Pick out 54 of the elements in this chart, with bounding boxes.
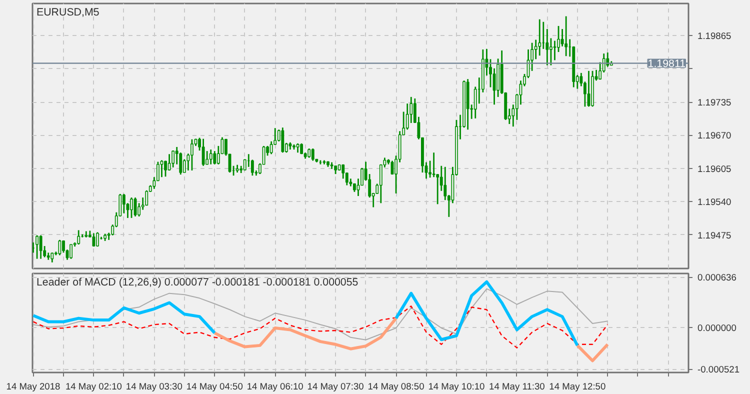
x-tick-label: 14 May 04:50 <box>186 382 243 392</box>
candlestick <box>122 193 126 214</box>
x-tick-label: 14 May 02:10 <box>65 382 122 392</box>
x-tick-label: 14 May 12:50 <box>549 382 606 392</box>
line-series <box>32 288 608 340</box>
candlestick <box>168 153 171 172</box>
candlestick <box>96 232 99 248</box>
chart-title: Leader of MACD (12,26,9) 0.000077 -0.000181 -0.000181 0.000055 <box>36 276 358 288</box>
candlestick <box>553 40 556 61</box>
y-tick-label: 1.19540 <box>698 197 732 208</box>
x-tick-label: 14 May 03:30 <box>126 382 182 392</box>
candlestick <box>209 148 212 166</box>
candlestick <box>39 234 42 260</box>
candlestick <box>134 196 137 218</box>
y-tick-label: 1.19735 <box>698 98 732 108</box>
candlestick <box>50 252 54 264</box>
candlestick <box>270 140 273 155</box>
x-tick-label: 14 May 08:50 <box>368 382 424 392</box>
candlestick <box>538 18 542 56</box>
y-tick-label: 0.000000 <box>698 323 736 334</box>
candlestick <box>432 152 436 178</box>
candlestick <box>70 244 73 260</box>
chart-title: EURUSD,M5 <box>36 6 100 18</box>
candlestick <box>296 142 300 154</box>
candlestick <box>202 138 205 167</box>
candlestick <box>145 190 148 206</box>
candlestick <box>92 232 96 248</box>
x-tick-label: 14 May 07:30 <box>307 382 364 392</box>
candlestick <box>130 196 133 219</box>
candlestick <box>549 38 552 66</box>
y-tick-label: 1.19865 <box>698 31 732 42</box>
y-tick-label: 0.000636 <box>698 272 736 283</box>
candlestick <box>311 148 314 162</box>
candlestick <box>342 164 345 180</box>
candlestick <box>213 150 216 166</box>
x-tick-label: 14 May 11:30 <box>489 382 545 392</box>
candlestick <box>58 239 62 256</box>
ref-line-label: 1.19811 <box>648 58 686 70</box>
y-tick-label: 1.19475 <box>698 230 732 240</box>
y-tick-label: 1.19605 <box>698 164 732 174</box>
x-tick-label: 14 May 2018 <box>6 382 60 392</box>
x-tick-label: 14 May 06:10 <box>246 382 304 392</box>
x-tick-label: 14 May 10:10 <box>428 382 485 392</box>
line-series <box>32 306 608 348</box>
candlestick <box>206 150 209 166</box>
y-tick-label: -0.000521 <box>698 364 740 375</box>
y-tick-label: 1.19670 <box>698 130 732 141</box>
candlestick <box>308 148 311 158</box>
candlestick <box>281 126 284 154</box>
candlestick <box>564 16 568 57</box>
candlestick <box>172 150 175 168</box>
candlestick <box>36 234 39 260</box>
candlestick <box>77 230 80 246</box>
candlestick <box>190 138 194 172</box>
